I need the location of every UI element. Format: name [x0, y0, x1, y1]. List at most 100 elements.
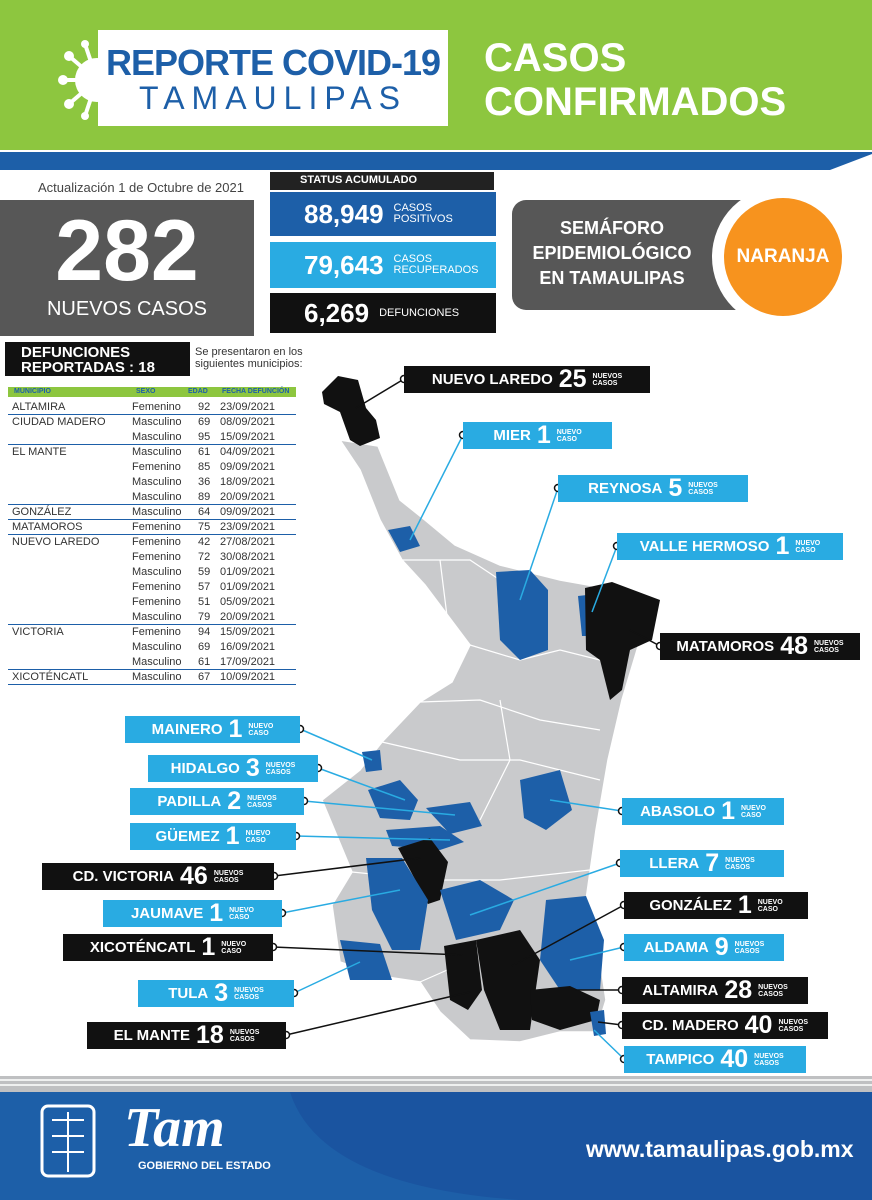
- case-count: 1: [209, 899, 224, 927]
- case-note-line: CASO: [757, 905, 778, 913]
- case-note-line: NUEVOS: [234, 986, 264, 994]
- sexo: Masculino: [132, 446, 182, 458]
- fecha: 23/09/2021: [220, 521, 276, 533]
- map-label: REYNOSA 5 NUEVOS CASOS: [558, 474, 748, 502]
- case-count: 25: [558, 365, 587, 393]
- fecha: 01/09/2021: [220, 566, 276, 578]
- municipio: GONZÁLEZ: [12, 506, 72, 518]
- leader-line: [295, 835, 451, 841]
- case-note-line: CASOS: [265, 768, 291, 776]
- leader-line: [355, 378, 405, 409]
- leader-line: [317, 767, 406, 801]
- map-label: EL MANTE 18 NUEVOS CASOS: [87, 1021, 286, 1049]
- sexo: Femenino: [132, 461, 181, 473]
- municipality-name: ABASOLO: [640, 803, 716, 820]
- case-count: 3: [214, 979, 229, 1007]
- sexo: Masculino: [132, 671, 182, 683]
- sexo: Femenino: [132, 521, 181, 533]
- column-header: SEXO: [136, 388, 156, 395]
- sexo: Masculino: [132, 566, 182, 578]
- leader-line: [569, 946, 625, 961]
- group-separator: [8, 624, 296, 625]
- deaths-title-line: DEFUNCIONES: [21, 344, 131, 361]
- table-row: XICOTÉNCATL Masculino 67 10/09/2021: [8, 670, 296, 685]
- municipality-name: MAINERO: [151, 721, 223, 738]
- fecha: 04/09/2021: [220, 446, 276, 458]
- case-count: 2: [227, 787, 242, 815]
- deaths-title-line: REPORTADAS : 18: [21, 359, 155, 376]
- leader-line: [303, 800, 456, 816]
- footer-url[interactable]: www.tamaulipas.gob.mx: [586, 1136, 854, 1162]
- case-note: NUEVOS CASOS: [754, 1053, 784, 1067]
- municipality-name: VALLE HERMOSO: [639, 538, 770, 555]
- case-note-line: NUEVO: [229, 906, 255, 914]
- case-note-line: NUEVOS: [814, 639, 844, 647]
- leader-line: [519, 487, 559, 601]
- sexo: Femenino: [132, 626, 181, 638]
- edad: 61: [198, 446, 211, 458]
- group-separator: [8, 444, 296, 445]
- table-header: MUNICIPIO SEXO EDAD FECHA DEFUNCIÓN: [8, 387, 296, 397]
- municipal-borders: [351, 559, 601, 983]
- sexo: Masculino: [132, 476, 182, 488]
- case-note: NUEVOS CASOS: [214, 870, 244, 884]
- group-separator: [8, 669, 296, 670]
- case-note: NUEVO CASO: [758, 899, 783, 913]
- table-row: Masculino 36 18/09/2021: [8, 475, 296, 490]
- municipality-name: NUEVO LAREDO: [431, 371, 553, 388]
- fecha: 15/09/2021: [220, 626, 276, 638]
- case-count: 48: [780, 632, 808, 660]
- table-row: Masculino 59 01/09/2021: [8, 565, 296, 580]
- edad: 51: [198, 596, 211, 608]
- leader-line: [285, 991, 471, 1036]
- municipio: MATAMOROS: [12, 521, 83, 533]
- column-header: EDAD: [188, 388, 208, 395]
- footer-government: GOBIERNO DEL ESTADO: [138, 1160, 271, 1172]
- case-note-line: CASOS: [592, 379, 618, 387]
- edad: 36: [198, 476, 211, 488]
- case-note-line: NUEVO: [248, 722, 274, 730]
- case-note: NUEVOS CASOS: [725, 857, 755, 871]
- municipality-name: MIER: [493, 427, 531, 444]
- case-count: 18: [196, 1021, 224, 1049]
- municipality-name: TULA: [168, 985, 209, 1002]
- group-separator: [8, 519, 296, 520]
- case-note-line: NUEVO: [221, 940, 247, 948]
- case-count: 40: [744, 1011, 773, 1039]
- status-label-line: RECUPERADOS: [393, 264, 479, 276]
- municipio: VICTORIA: [12, 626, 64, 638]
- fecha: 09/09/2021: [220, 461, 276, 473]
- map-label: TAMPICO 40 NUEVOS CASOS: [624, 1045, 806, 1073]
- fecha: 20/09/2021: [220, 491, 276, 503]
- leader-line: [293, 961, 361, 994]
- map-label: CD. VICTORIA 46 NUEVOS CASOS: [42, 862, 274, 890]
- case-note-line: CASO: [229, 913, 250, 921]
- fecha: 17/09/2021: [220, 656, 276, 668]
- status-value: 6,269: [304, 297, 370, 328]
- fecha: 09/09/2021: [220, 506, 276, 518]
- header-stripe: [0, 150, 872, 170]
- sexo: Masculino: [132, 611, 182, 623]
- sexo: Femenino: [132, 536, 181, 548]
- municipality-name: REYNOSA: [588, 480, 663, 497]
- case-note-line: CASO: [741, 811, 762, 819]
- case-note: NUEVOS CASOS: [234, 987, 264, 1001]
- map-label: PADILLA 2 NUEVOS CASOS: [130, 787, 304, 815]
- municipio: CIUDAD MADERO: [12, 416, 106, 428]
- municipality-name: CD. MADERO: [641, 1017, 739, 1034]
- case-note: NUEVO CASO: [229, 907, 254, 921]
- sexo: Femenino: [132, 551, 181, 563]
- leader-line: [469, 862, 621, 916]
- case-note: NUEVO CASO: [741, 805, 766, 819]
- case-note: NUEVO CASO: [221, 941, 246, 955]
- case-note-line: NUEVOS: [758, 983, 788, 991]
- semaforo-label: SEMÁFORO EPIDEMIOLÓGICO EN TAMAULIPAS: [512, 216, 712, 291]
- municipio: EL MANTE: [12, 446, 67, 458]
- table-row: Femenino 85 09/09/2021: [8, 460, 296, 475]
- semaforo-line: EN TAMAULIPAS: [539, 268, 685, 288]
- case-note: NUEVO CASO: [248, 723, 273, 737]
- deaths-note-line: Se presentaron en los: [195, 346, 303, 358]
- sexo: Masculino: [132, 641, 182, 653]
- case-note-line: NUEVO: [556, 428, 582, 436]
